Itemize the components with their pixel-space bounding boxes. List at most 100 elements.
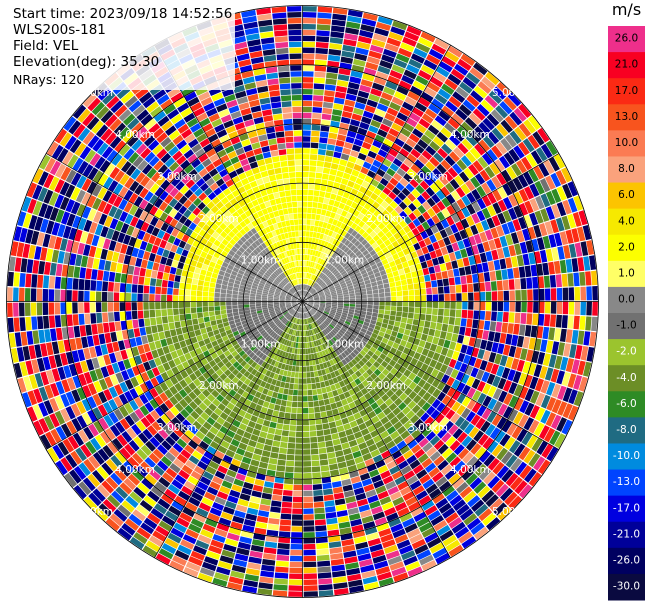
velocity-gate	[305, 348, 308, 355]
velocity-gate	[155, 302, 161, 310]
velocity-gate	[221, 284, 228, 290]
velocity-gate	[121, 523, 136, 536]
velocity-gate	[437, 443, 449, 455]
velocity-gate	[412, 107, 424, 118]
velocity-gate	[10, 241, 19, 257]
velocity-gate	[168, 344, 176, 353]
velocity-gate	[429, 76, 444, 88]
velocity-gate	[326, 271, 332, 277]
velocity-gate	[392, 253, 400, 261]
velocity-gate	[456, 210, 466, 221]
velocity-gate	[102, 499, 117, 513]
velocity-gate	[290, 538, 303, 544]
velocity-gate	[364, 526, 378, 536]
velocity-gate	[355, 295, 361, 299]
velocity-gate	[242, 585, 258, 594]
velocity-gate	[314, 327, 319, 334]
velocity-gate	[37, 316, 44, 330]
velocity-gate	[317, 271, 322, 277]
velocity-gate	[312, 478, 322, 485]
velocity-gate	[270, 352, 276, 359]
velocity-gate	[255, 442, 265, 450]
velocity-gate	[361, 515, 374, 524]
velocity-gate	[316, 424, 323, 431]
velocity-gate	[120, 320, 128, 331]
velocity-gate	[43, 415, 55, 431]
velocity-gate	[36, 302, 43, 316]
velocity-gate	[298, 384, 303, 390]
velocity-gate	[319, 338, 324, 345]
velocity-gate	[126, 274, 133, 284]
velocity-gate	[83, 496, 98, 511]
velocity-gate	[451, 213, 460, 223]
velocity-gate	[468, 426, 480, 439]
velocity-gate	[269, 312, 276, 316]
velocity-gate	[343, 305, 349, 309]
velocity-gate	[282, 332, 287, 338]
velocity-gate	[255, 333, 262, 339]
velocity-gate	[568, 243, 577, 258]
velocity-gate	[326, 249, 332, 256]
velocity-gate	[334, 382, 341, 390]
velocity-gate	[247, 562, 261, 570]
velocity-gate	[386, 107, 399, 117]
velocity-gate	[273, 304, 280, 306]
velocity-gate	[318, 291, 324, 295]
velocity-gate	[258, 316, 265, 321]
velocity-gate	[265, 343, 272, 349]
velocity-gate	[486, 113, 500, 127]
velocity-gate	[482, 512, 497, 526]
velocity-gate	[411, 324, 418, 332]
velocity-gate	[491, 215, 501, 227]
velocity-gate	[489, 498, 503, 512]
velocity-gate	[334, 325, 341, 331]
velocity-gate	[202, 306, 209, 312]
velocity-gate	[326, 354, 332, 361]
velocity-gate	[482, 241, 491, 252]
velocity-gate	[315, 285, 320, 290]
velocity-gate	[297, 342, 301, 349]
velocity-gate	[458, 531, 473, 544]
velocity-gate	[360, 79, 373, 88]
velocity-gate	[529, 405, 540, 419]
velocity-gate	[425, 145, 437, 156]
velocity-gate	[154, 406, 165, 417]
velocity-gate	[302, 183, 309, 190]
velocity-gate	[233, 315, 240, 320]
velocity-gate	[254, 341, 261, 348]
velocity-gate	[425, 462, 437, 473]
velocity-gate	[311, 118, 321, 125]
velocity-gate	[40, 218, 49, 233]
velocity-gate	[386, 389, 395, 398]
velocity-gate	[232, 515, 245, 524]
velocity-gate	[385, 301, 391, 306]
velocity-gate	[357, 263, 364, 269]
velocity-gate	[342, 272, 348, 278]
velocity-gate	[447, 73, 462, 86]
velocity-gate	[517, 174, 529, 188]
velocity-gate	[453, 268, 460, 277]
velocity-gate	[354, 240, 361, 247]
velocity-gate	[291, 302, 297, 304]
velocity-gate	[272, 316, 278, 321]
velocity-gate	[303, 313, 305, 319]
velocity-gate	[470, 90, 484, 103]
velocity-gate	[244, 399, 252, 407]
velocity-gate	[384, 292, 391, 297]
velocity-gate	[193, 545, 207, 556]
velocity-gate	[332, 319, 338, 324]
velocity-gate	[357, 382, 365, 391]
velocity-gate	[322, 285, 328, 290]
velocity-gate	[431, 280, 438, 288]
velocity-gate	[271, 332, 277, 338]
velocity-gate	[60, 314, 67, 327]
velocity-gate	[342, 544, 356, 553]
velocity-gate	[502, 197, 513, 210]
velocity-gate	[401, 317, 408, 324]
velocity-gate	[318, 272, 323, 278]
velocity-gate	[537, 352, 546, 365]
velocity-gate	[303, 526, 315, 532]
velocity-gate	[543, 275, 551, 288]
velocity-gate	[568, 301, 575, 315]
velocity-gate	[342, 253, 348, 260]
